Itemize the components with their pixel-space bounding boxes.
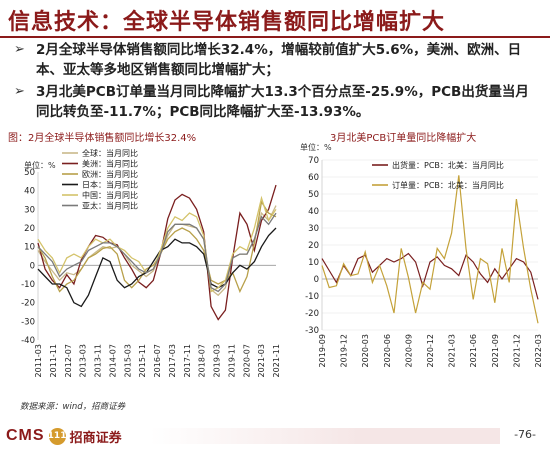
legend-label: 欧洲：当月同比 [82,169,138,179]
series-line [37,184,277,321]
arrow-bullet-icon: ➢ [14,84,25,99]
y-tick-label: 20 [24,224,35,234]
legend-label: 全球：当月同比 [82,148,138,158]
y-tick-label: -10 [21,280,35,290]
bullet-text: 3月北美PCB订单量当月同比降幅扩大13.3个百分点至-25.9%，PCB出货量… [36,84,529,120]
x-tick-label: 2020-03 [361,334,370,367]
pcb-orders-chart-svg: 单位：% -30 -20 -10 0 10 20 30 40 50 60 70 2019-09 2019-… [300,142,543,367]
x-tick-label: 2011-03 [34,344,43,377]
bullet-item: ➢ 2月全球半导体销售额同比增长32.4%，增幅较前值扩大5.6%，美洲、欧洲、… [12,40,542,80]
y-tick-label: 60 [308,173,319,183]
x-tick-label: 2022-03 [534,334,543,367]
series-line [37,227,277,308]
x-tick-label: 2021-12 [512,334,521,367]
x-tick-label: 2019-11 [227,344,236,377]
y-tick-label: 50 [24,168,35,178]
x-tick-label: 2021-03 [448,334,457,367]
legend-label: 订单量：PCB：北美：当月同比 [392,180,504,190]
x-tick-label: 2013-03 [79,344,88,377]
y-tick-label: 10 [308,258,319,268]
x-tick-label: 2020-12 [426,334,435,367]
logo-cn-text: 招商证券 [69,430,122,446]
y-tick-label: 10 [24,243,35,253]
x-tick-label: 2020-09 [404,334,413,367]
legend-label: 中国：当月同比 [82,190,138,200]
bullet-text: 2月全球半导体销售额同比增长32.4%，增幅较前值扩大5.6%，美洲、欧洲、日本… [36,42,522,78]
y-tick-label: -40 [21,336,35,346]
title-divider [0,36,550,38]
y-tick-label: -30 [21,317,35,327]
x-tick-label: 2021-09 [491,334,500,367]
data-source: 数据来源：wind，招商证券 [20,402,126,412]
page-number: -76- [514,428,536,441]
x-tick-label: 2014-07 [108,344,117,377]
semiconductor-sales-chart: 单位：% -40 -30 -20 -10 0 10 20 30 40 50 2011-03 2011-1… [4,140,281,400]
legend-label: 出货量：PCB：北美：当月同比 [392,160,504,170]
company-logo: CMS 111 招商证券 [6,425,122,447]
logo-badge-icon: 111 [48,427,66,445]
unit-label: 单位：% [24,160,56,170]
x-tick-label: 2012-07 [64,344,73,377]
y-tick-label: 20 [308,241,319,251]
x-tick-label: 2021-06 [469,334,478,367]
legend-label: 亚太：当月同比 [82,201,138,211]
semiconductor-sales-chart-svg: 单位：% -40 -30 -20 -10 0 10 20 30 40 50 2011-03 2011-1… [21,148,281,377]
y-tick-label: 30 [308,224,319,234]
footer-band [150,428,500,444]
series-line [321,175,539,324]
page-title: 信息技术：全球半导体销售额同比增幅扩大 [8,9,446,35]
y-tick-label: 70 [308,156,319,166]
y-tick-label: -20 [21,299,35,309]
logo-text: CMS [6,427,45,444]
x-tick-label: 2019-12 [340,334,349,367]
legend-label: 日本：当月同比 [82,180,138,190]
x-tick-label: 2015-03 [123,344,132,377]
unit-label: 单位：% [300,142,332,152]
legend-label: 美洲：当月同比 [82,159,138,169]
y-tick-label: 0 [314,275,319,285]
x-tick-label: 2011-11 [49,344,58,377]
y-tick-label: 40 [24,187,35,197]
x-tick-label: 2019-03 [213,344,222,377]
y-tick-label: -30 [305,326,319,336]
right-chart-title: 3月北美PCB订单量同比降幅扩大 [330,133,477,144]
series-line [37,212,277,293]
x-tick-label: 2016-07 [153,344,162,377]
x-tick-label: 2017-03 [168,344,177,377]
x-tick-label: 2021-11 [272,344,281,377]
y-tick-label: 50 [308,190,319,200]
x-tick-label: 2020-06 [383,334,392,367]
y-tick-label: 40 [308,207,319,217]
x-tick-label: 2019-09 [318,334,327,367]
left-chart-title: 图：2月全球半导体销售额同比增长32.4% [8,133,197,144]
y-tick-label: -10 [305,292,319,302]
x-tick-label: 2015-11 [138,344,147,377]
series-line [321,252,539,300]
y-tick-label: -20 [305,309,319,319]
x-tick-label: 2013-11 [94,344,103,377]
x-tick-label: 2018-07 [198,344,207,377]
y-tick-label: 0 [30,261,35,271]
x-tick-label: 2021-03 [257,344,266,377]
series-line [37,205,277,297]
y-tick-label: 30 [24,205,35,215]
bullet-item: ➢ 3月北美PCB订单量当月同比降幅扩大13.3个百分点至-25.9%，PCB出… [12,82,542,122]
series-line [37,195,277,293]
arrow-bullet-icon: ➢ [14,42,25,57]
bullet-list: ➢ 2月全球半导体销售额同比增长32.4%，增幅较前值扩大5.6%，美洲、欧洲、… [12,40,542,124]
x-tick-label: 2020-07 [242,344,251,377]
pcb-orders-chart: 单位：% -30 -20 -10 0 10 20 30 40 50 60 70 2019-09 2019-… [288,140,546,400]
x-tick-label: 2017-11 [183,344,192,377]
